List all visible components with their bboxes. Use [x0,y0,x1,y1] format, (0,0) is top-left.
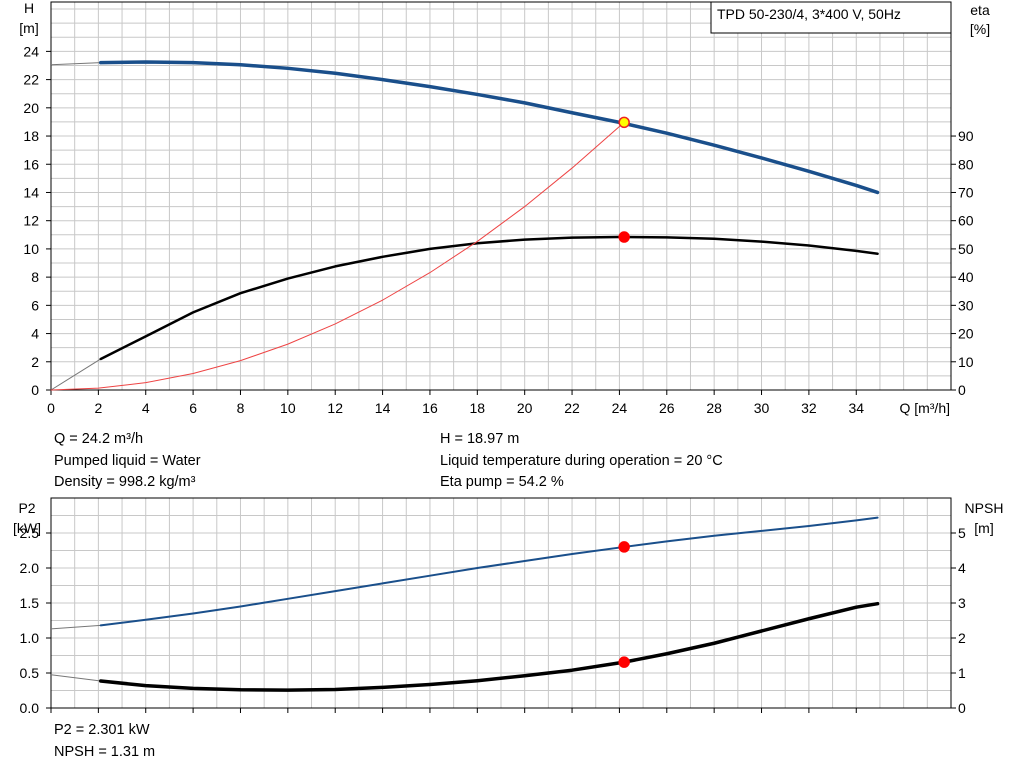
x-tick-label: 18 [470,400,486,416]
upper-left-tick-label: 16 [23,156,39,172]
upper-system_curve-curve [50,121,625,391]
lower-right-tick-label: 3 [958,595,966,611]
x-tick-label: 6 [189,400,197,416]
x-tick-label: 26 [659,400,675,416]
upper-head-extension [50,62,101,66]
lower-left-tick-label: 1.5 [20,595,40,611]
x-tick-label: 14 [375,400,391,416]
upper-left-axis-title: H [24,0,34,16]
upper-left-tick-label: 8 [31,269,39,285]
lower-left-tick-label: 0.5 [20,665,40,681]
lower-left-tick-label: 1.0 [20,630,40,646]
lower-power_p2-curve [99,516,879,627]
upper-right-tick-label: 50 [958,241,974,257]
liquid-temperature-readout: Liquid temperature during operation = 20… [440,452,723,469]
lower-right-tick-label: 1 [958,665,966,681]
x-tick-label: 16 [422,400,438,416]
upper-info-left: Q = 24.2 m³/h Pumped liquid = Water Dens… [54,429,201,494]
upper-right-tick-label: 90 [958,128,974,144]
upper-plot-frame [50,1,952,391]
upper-left-tick-label: 18 [23,128,39,144]
upper-duty-point-1 [618,116,630,129]
upper-left-tick-label: 22 [23,72,39,88]
flow-readout: Q = 24.2 m³/h [54,431,144,447]
density-readout: Density = 998.2 kg/m³ [54,474,196,490]
x-tick-label: 10 [280,400,296,416]
lower-right-tick-label: 4 [958,560,966,576]
lower-npsh-extension [50,674,101,682]
model-label-box [710,1,952,34]
upper-right-tick-label: 80 [958,156,974,172]
x-tick-label: 22 [564,400,580,416]
lower-right-tick-label: 0 [958,700,966,716]
lower-right-tick-label: 2 [958,630,966,646]
npsh-readout: NPSH = 1.31 m [54,743,156,760]
lower-duty-point-2 [618,656,630,668]
x-tick-label: 8 [237,400,245,416]
lower-duty-point-1 [618,541,630,553]
x-axis-label: Q [m³/h] [899,400,950,416]
upper-duty-point-2 [618,231,630,243]
head-readout: H = 18.97 m [440,431,520,447]
upper-left-tick-label: 14 [23,184,39,200]
x-tick-label: 28 [706,400,722,416]
lower-left-axis-title: P2 [18,500,35,516]
upper-right-tick-label: 40 [958,269,974,285]
power-readout: P2 = 2.301 kW [54,722,150,738]
lower-left-tick-label: 2.0 [20,560,40,576]
lower-left-axis-unit: [kW] [13,520,41,536]
x-tick-label: 2 [94,400,102,416]
x-tick-label: 30 [754,400,770,416]
x-tick-label: 20 [517,400,533,416]
lower-power_p2-extension [50,624,101,630]
upper-left-tick-label: 10 [23,241,39,257]
upper-right-tick-label: 70 [958,184,974,200]
model-label: TPD 50-230/4, 3*400 V, 50Hz [717,6,901,22]
x-tick-label: 34 [848,400,864,416]
upper-right-axis-unit: [%] [970,21,990,37]
lower-left-tick-label: 0.0 [20,700,40,716]
x-tick-label: 24 [612,400,628,416]
x-tick-label: 12 [327,400,343,416]
upper-right-tick-label: 10 [958,354,974,370]
upper-left-tick-label: 12 [23,213,39,229]
x-tick-label: 32 [801,400,817,416]
upper-left-axis-unit: [m] [19,20,38,36]
upper-head-curve [98,60,880,195]
lower-npsh-curve [98,601,880,692]
upper-efficiency-curve [99,235,879,361]
lower-right-tick-label: 5 [958,525,966,541]
x-tick-label: 0 [47,400,55,416]
upper-left-tick-label: 6 [31,297,39,313]
lower-right-axis-unit: [m] [974,520,993,536]
upper-left-tick-label: 0 [31,382,39,398]
lower-right-axis-title: NPSH [965,500,1004,516]
eta-pump-readout: Eta pump = 54.2 % [440,474,564,490]
upper-left-tick-label: 4 [31,326,39,342]
upper-right-tick-label: 0 [958,382,966,398]
x-tick-label: 4 [142,400,150,416]
upper-right-tick-label: 60 [958,213,974,229]
upper-right-tick-label: 30 [958,297,974,313]
upper-info-right: H = 18.97 m Liquid temperature during op… [440,429,723,494]
upper-left-tick-label: 2 [31,354,39,370]
upper-efficiency-extension [50,358,102,391]
pumped-liquid-readout: Pumped liquid = Water [54,452,201,469]
upper-right-axis-title: eta [970,2,990,18]
upper-left-tick-label: 20 [23,100,39,116]
upper-right-tick-label: 20 [958,326,974,342]
lower-info: P2 = 2.301 kW NPSH = 1.31 m [54,720,155,763]
lower-left-tick-label: 2.5 [20,525,40,541]
upper-left-tick-label: 24 [23,43,39,59]
